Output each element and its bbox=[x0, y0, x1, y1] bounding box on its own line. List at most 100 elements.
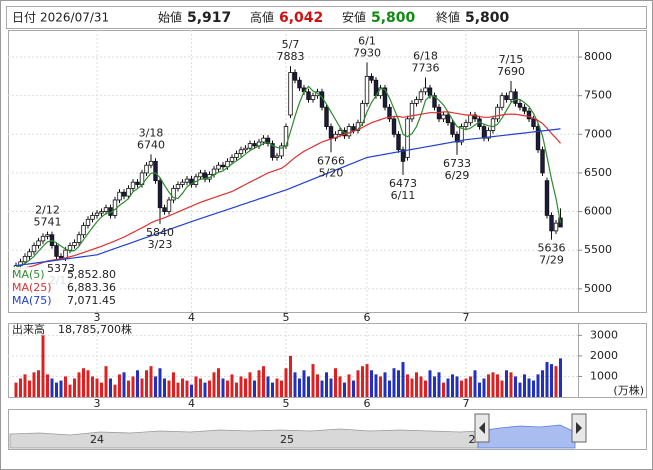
candle-body bbox=[288, 72, 293, 116]
y-tick-label: 5000 bbox=[584, 282, 612, 295]
candle-body bbox=[184, 178, 190, 183]
legend-value: 6,883.36 bbox=[67, 281, 116, 294]
volume-bar bbox=[307, 376, 310, 397]
volume-bar bbox=[167, 380, 171, 397]
candle-body bbox=[292, 72, 298, 81]
candle-body bbox=[274, 155, 280, 158]
candle-body bbox=[391, 118, 397, 135]
volume-bar bbox=[149, 366, 153, 397]
volume-bar bbox=[104, 366, 108, 397]
candle-body bbox=[121, 191, 127, 197]
candle-body bbox=[117, 191, 122, 201]
volume-bar bbox=[500, 380, 504, 397]
volume-bar bbox=[424, 380, 427, 397]
volume-bar bbox=[86, 370, 90, 397]
candle-body bbox=[396, 133, 401, 151]
volume-bar bbox=[91, 376, 94, 397]
candle-body bbox=[540, 149, 545, 174]
candle-body bbox=[243, 147, 248, 151]
volume-bar bbox=[266, 376, 270, 397]
volume-bar bbox=[334, 368, 337, 397]
candle-body bbox=[517, 102, 523, 108]
volume-bar bbox=[554, 366, 558, 397]
volume-bar bbox=[442, 382, 445, 397]
candle-body bbox=[157, 180, 163, 209]
candle-body bbox=[63, 249, 68, 259]
volume-bar bbox=[203, 382, 207, 397]
volume-bar bbox=[509, 372, 513, 397]
volume-bar bbox=[257, 370, 261, 397]
candle-body bbox=[94, 212, 100, 216]
volume-bar bbox=[127, 380, 130, 397]
candle-body bbox=[72, 242, 77, 246]
candle-body bbox=[522, 106, 527, 112]
volume-bar bbox=[136, 370, 139, 397]
volume-bar bbox=[19, 378, 22, 397]
candle-body bbox=[85, 218, 91, 226]
volume-bar bbox=[455, 376, 459, 397]
candle-body bbox=[549, 215, 554, 232]
volume-bar bbox=[185, 380, 189, 397]
volume-bar bbox=[208, 380, 211, 397]
header-close: 5,800 bbox=[465, 10, 510, 26]
volume-bar bbox=[95, 378, 99, 397]
volume-bar bbox=[77, 372, 81, 397]
legend-name: MA(25) bbox=[12, 281, 52, 294]
handle-arrow bbox=[479, 422, 485, 434]
volume-bar bbox=[370, 370, 373, 397]
candle-body bbox=[67, 245, 73, 251]
volume-bar bbox=[212, 372, 216, 397]
candle-body bbox=[148, 160, 154, 166]
candle-body bbox=[387, 106, 392, 120]
candle-body bbox=[459, 126, 464, 143]
candle-body bbox=[337, 130, 343, 135]
volume-bar bbox=[280, 380, 283, 397]
ma-line bbox=[15, 85, 562, 268]
candle-body bbox=[454, 133, 460, 143]
navigator-label: 25 bbox=[280, 433, 294, 446]
header-label: 日付 bbox=[12, 11, 36, 25]
annotation-value: 5636 bbox=[538, 242, 566, 255]
candle-body bbox=[364, 75, 370, 104]
volume-bar bbox=[55, 382, 58, 397]
candle-body bbox=[171, 187, 176, 201]
candle-body bbox=[162, 207, 167, 212]
volume-bar bbox=[235, 382, 238, 397]
ma-line bbox=[15, 128, 561, 267]
volume-bar bbox=[496, 374, 499, 397]
volume-bar bbox=[316, 374, 319, 397]
volume-bar bbox=[545, 362, 549, 397]
candle-body bbox=[535, 126, 541, 151]
annotation-value: 5741 bbox=[34, 216, 62, 229]
volume-bar bbox=[311, 364, 315, 397]
candle-body bbox=[234, 153, 239, 158]
volume-bar bbox=[343, 382, 346, 397]
x-tick-label: 4 bbox=[188, 311, 195, 324]
annotation-value: 6473 bbox=[389, 177, 417, 190]
volume-bar bbox=[550, 364, 553, 397]
annotation-value: 7883 bbox=[277, 50, 305, 63]
candle-body bbox=[423, 87, 428, 93]
volume-bar bbox=[419, 376, 423, 397]
volume-bar bbox=[559, 358, 562, 397]
volume-bar bbox=[460, 380, 463, 397]
y-tick-label: 7500 bbox=[584, 89, 612, 102]
header-label: 終値 bbox=[436, 10, 460, 25]
candle-body bbox=[405, 118, 410, 158]
volume-bar bbox=[109, 378, 112, 397]
candle-body bbox=[369, 75, 374, 81]
candle-body bbox=[553, 222, 559, 232]
volume-bar bbox=[451, 374, 454, 397]
volume-bar bbox=[181, 378, 184, 397]
candle-body bbox=[45, 234, 50, 237]
volume-bar bbox=[248, 372, 252, 397]
candle-body bbox=[306, 91, 311, 100]
candle-body bbox=[81, 225, 86, 236]
candle-body bbox=[490, 118, 496, 131]
candle-body bbox=[450, 122, 455, 135]
y-tick-label: 6000 bbox=[584, 205, 612, 218]
volume-bar bbox=[122, 372, 126, 397]
annotation-value: 7736 bbox=[412, 61, 440, 74]
volume-bar bbox=[433, 376, 436, 397]
